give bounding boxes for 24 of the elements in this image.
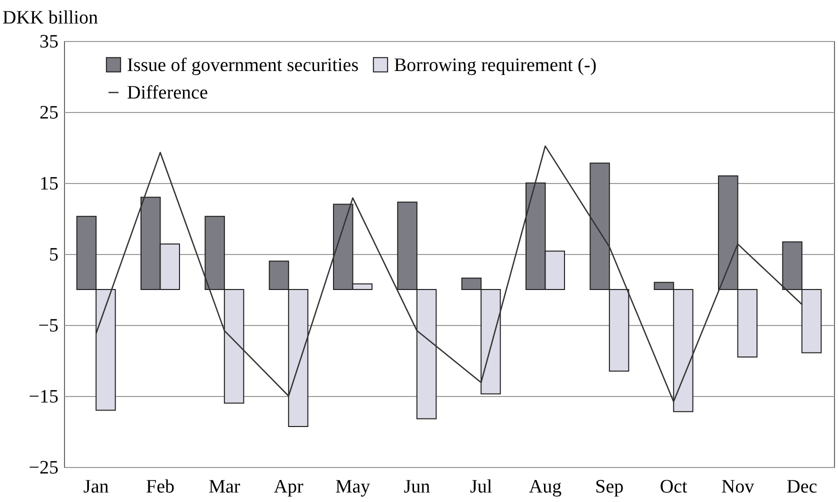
x-tick-label: Nov [721, 476, 755, 498]
x-tick-label: Mar [208, 476, 241, 498]
legend-label: Difference [127, 82, 208, 104]
y-tick-label: 25 [40, 102, 58, 124]
legend-label: Borrowing requirement (-) [394, 54, 597, 76]
x-tick-label: Oct [660, 476, 688, 498]
y-tick-label: 35 [40, 32, 58, 52]
legend-label: Issue of government securities [127, 54, 359, 76]
y-tick-label: −15 [28, 386, 58, 408]
x-tick-label: Feb [146, 476, 174, 498]
y-tick-label: −25 [28, 458, 58, 478]
x-tick-label: May [335, 476, 371, 498]
x-tick-label: Sep [595, 476, 624, 498]
x-tick-label: Apr [274, 476, 304, 498]
x-tick-label: Jul [470, 476, 492, 498]
y-tick-label: 5 [49, 244, 58, 266]
line-series [95, 145, 803, 402]
y-tick-label: −5 [38, 316, 58, 336]
x-tick-label: Jun [404, 476, 431, 498]
y-tick-label: 15 [40, 174, 58, 194]
x-tick-label: Aug [528, 476, 562, 498]
x-tick-label: Dec [786, 476, 818, 498]
y-axis-title: DKK billion [2, 8, 99, 28]
x-tick-label: Jan [83, 476, 110, 498]
